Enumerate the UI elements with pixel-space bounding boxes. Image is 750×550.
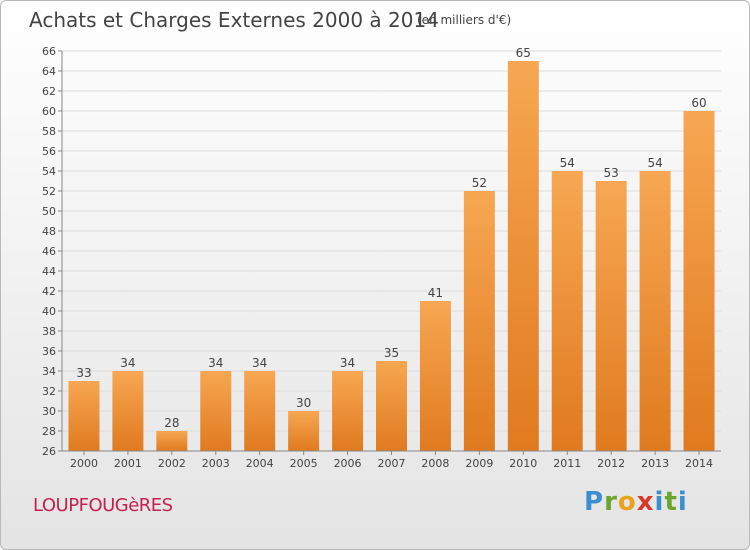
bar-2005 <box>288 411 319 451</box>
y-tick-label: 58 <box>42 125 56 138</box>
y-tick-label: 66 <box>42 45 56 58</box>
y-tick-label: 64 <box>42 65 56 78</box>
y-tick-label: 32 <box>42 385 56 398</box>
x-tick-label-2006: 2006 <box>334 457 362 470</box>
x-tick-label-2003: 2003 <box>202 457 230 470</box>
y-tick-label: 36 <box>42 345 56 358</box>
bar-2002 <box>156 431 187 451</box>
bar-2011 <box>552 171 583 451</box>
data-label-2011: 54 <box>560 156 575 170</box>
y-tick-label: 62 <box>42 85 56 98</box>
x-tick-label-2009: 2009 <box>465 457 493 470</box>
y-tick-label: 56 <box>42 145 56 158</box>
bar-2006 <box>332 371 363 451</box>
y-tick-label: 40 <box>42 305 56 318</box>
bar-2013 <box>640 171 671 451</box>
y-tick-label: 46 <box>42 245 56 258</box>
y-tick-label: 50 <box>42 205 56 218</box>
bar-2001 <box>112 371 143 451</box>
x-tick-label-2014: 2014 <box>685 457 713 470</box>
x-tick-label-2011: 2011 <box>553 457 581 470</box>
data-label-2004: 34 <box>252 356 267 370</box>
bars-layer <box>68 61 714 451</box>
y-tick-label: 30 <box>42 405 56 418</box>
data-label-2010: 65 <box>516 46 531 60</box>
bar-2004 <box>244 371 275 451</box>
bar-2000 <box>68 381 99 451</box>
chart-frame: Achats et Charges Externes 2000 à 2014 (… <box>0 0 750 550</box>
proxiti-logo[interactable]: Proxiti <box>584 487 688 517</box>
bar-2012 <box>596 181 627 451</box>
x-tick-label-2004: 2004 <box>246 457 274 470</box>
y-tick-label: 38 <box>42 325 56 338</box>
y-tick-label: 26 <box>42 445 56 458</box>
x-tick-label-2007: 2007 <box>378 457 406 470</box>
data-label-2013: 54 <box>647 156 662 170</box>
bar-chart: 26 28 30 32 34 36 38 40 42 44 46 48 50 52 54 56 58 60 62 64… <box>1 1 750 550</box>
data-label-2003: 34 <box>208 356 223 370</box>
data-label-2008: 41 <box>428 286 443 300</box>
x-tick-label-2010: 2010 <box>509 457 537 470</box>
y-tick-label: 60 <box>42 105 56 118</box>
data-label-2009: 52 <box>472 176 487 190</box>
bar-2014 <box>684 111 715 451</box>
bar-2008 <box>420 301 451 451</box>
commune-name: LOUPFOUGèRES <box>33 495 173 516</box>
data-label-2005: 30 <box>296 396 311 410</box>
y-tick-label: 52 <box>42 185 56 198</box>
y-tick-label: 34 <box>42 365 56 378</box>
x-tick-label-2012: 2012 <box>597 457 625 470</box>
y-tick-label: 28 <box>42 425 56 438</box>
data-label-2006: 34 <box>340 356 355 370</box>
x-tick-label-2013: 2013 <box>641 457 669 470</box>
x-tick-label-2002: 2002 <box>158 457 186 470</box>
data-label-2012: 53 <box>604 166 619 180</box>
data-label-2001: 34 <box>120 356 135 370</box>
x-tick-label-2000: 2000 <box>70 457 98 470</box>
x-tick-label-2008: 2008 <box>421 457 449 470</box>
data-label-2000: 33 <box>76 366 91 380</box>
data-label-2014: 60 <box>691 96 706 110</box>
bar-2010 <box>508 61 539 451</box>
data-label-2007: 35 <box>384 346 399 360</box>
bar-2007 <box>376 361 407 451</box>
x-tick-label-2001: 2001 <box>114 457 142 470</box>
bar-2003 <box>200 371 231 451</box>
bar-2009 <box>464 191 495 451</box>
y-tick-label: 42 <box>42 285 56 298</box>
y-tick-label: 48 <box>42 225 56 238</box>
x-tick-label-2005: 2005 <box>290 457 318 470</box>
y-tick-label: 54 <box>42 165 56 178</box>
y-tick-label: 44 <box>42 265 56 278</box>
data-label-2002: 28 <box>164 416 179 430</box>
